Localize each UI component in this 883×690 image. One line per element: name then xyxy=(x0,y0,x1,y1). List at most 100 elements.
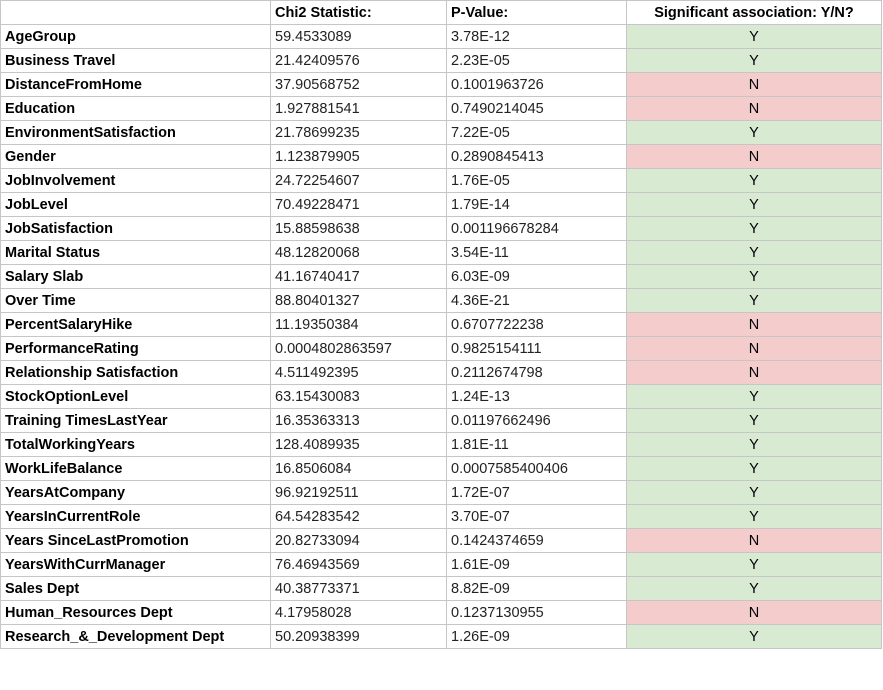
chi2-cell[interactable]: 16.35363313 xyxy=(270,408,447,433)
significant-cell[interactable]: N xyxy=(626,360,882,385)
significant-cell[interactable]: Y xyxy=(626,552,882,577)
chi2-cell[interactable]: 63.15430083 xyxy=(270,384,447,409)
variable-cell[interactable]: Research_&_Development Dept xyxy=(0,624,271,649)
variable-cell[interactable]: EnvironmentSatisfaction xyxy=(0,120,271,145)
variable-cell[interactable]: Years SinceLastPromotion xyxy=(0,528,271,553)
variable-cell[interactable]: PercentSalaryHike xyxy=(0,312,271,337)
pvalue-cell[interactable]: 0.2890845413 xyxy=(446,144,627,169)
pvalue-cell[interactable]: 0.7490214045 xyxy=(446,96,627,121)
pvalue-cell[interactable]: 8.82E-09 xyxy=(446,576,627,601)
variable-cell[interactable]: YearsAtCompany xyxy=(0,480,271,505)
pvalue-cell[interactable]: 2.23E-05 xyxy=(446,48,627,73)
chi2-cell[interactable]: 4.511492395 xyxy=(270,360,447,385)
variable-cell[interactable]: Business Travel xyxy=(0,48,271,73)
variable-cell[interactable]: JobSatisfaction xyxy=(0,216,271,241)
pvalue-cell[interactable]: 0.6707722238 xyxy=(446,312,627,337)
significant-cell[interactable]: Y xyxy=(626,264,882,289)
variable-cell[interactable]: Marital Status xyxy=(0,240,271,265)
significant-cell[interactable]: N xyxy=(626,144,882,169)
chi2-cell[interactable]: 21.78699235 xyxy=(270,120,447,145)
header-cell-chi2[interactable]: Chi2 Statistic: xyxy=(270,0,447,25)
significant-cell[interactable]: N xyxy=(626,96,882,121)
chi2-cell[interactable]: 50.20938399 xyxy=(270,624,447,649)
variable-cell[interactable]: Salary Slab xyxy=(0,264,271,289)
pvalue-cell[interactable]: 3.54E-11 xyxy=(446,240,627,265)
pvalue-cell[interactable]: 1.24E-13 xyxy=(446,384,627,409)
chi2-cell[interactable]: 16.8506084 xyxy=(270,456,447,481)
pvalue-cell[interactable]: 0.0007585400406 xyxy=(446,456,627,481)
variable-cell[interactable]: Relationship Satisfaction xyxy=(0,360,271,385)
pvalue-cell[interactable]: 1.26E-09 xyxy=(446,624,627,649)
significant-cell[interactable]: Y xyxy=(626,576,882,601)
pvalue-cell[interactable]: 0.01197662496 xyxy=(446,408,627,433)
significant-cell[interactable]: N xyxy=(626,312,882,337)
chi2-cell[interactable]: 96.92192511 xyxy=(270,480,447,505)
significant-cell[interactable]: Y xyxy=(626,240,882,265)
significant-cell[interactable]: Y xyxy=(626,432,882,457)
chi2-cell[interactable]: 1.927881541 xyxy=(270,96,447,121)
chi2-cell[interactable]: 20.82733094 xyxy=(270,528,447,553)
pvalue-cell[interactable]: 0.9825154111 xyxy=(446,336,627,361)
variable-cell[interactable]: Human_Resources Dept xyxy=(0,600,271,625)
variable-cell[interactable]: JobInvolvement xyxy=(0,168,271,193)
header-cell-variable[interactable] xyxy=(0,0,271,25)
significant-cell[interactable]: Y xyxy=(626,288,882,313)
pvalue-cell[interactable]: 0.2112674798 xyxy=(446,360,627,385)
chi2-cell[interactable]: 4.17958028 xyxy=(270,600,447,625)
chi2-cell[interactable]: 70.49228471 xyxy=(270,192,447,217)
pvalue-cell[interactable]: 0.1424374659 xyxy=(446,528,627,553)
pvalue-cell[interactable]: 0.001196678284 xyxy=(446,216,627,241)
pvalue-cell[interactable]: 1.76E-05 xyxy=(446,168,627,193)
chi2-cell[interactable]: 88.80401327 xyxy=(270,288,447,313)
significant-cell[interactable]: N xyxy=(626,72,882,97)
variable-cell[interactable]: StockOptionLevel xyxy=(0,384,271,409)
chi2-cell[interactable]: 64.54283542 xyxy=(270,504,447,529)
chi2-cell[interactable]: 40.38773371 xyxy=(270,576,447,601)
pvalue-cell[interactable]: 0.1237130955 xyxy=(446,600,627,625)
chi2-cell[interactable]: 48.12820068 xyxy=(270,240,447,265)
pvalue-cell[interactable]: 1.61E-09 xyxy=(446,552,627,577)
variable-cell[interactable]: Gender xyxy=(0,144,271,169)
significant-cell[interactable]: Y xyxy=(626,456,882,481)
variable-cell[interactable]: YearsInCurrentRole xyxy=(0,504,271,529)
significant-cell[interactable]: Y xyxy=(626,192,882,217)
chi2-cell[interactable]: 11.19350384 xyxy=(270,312,447,337)
significant-cell[interactable]: Y xyxy=(626,168,882,193)
variable-cell[interactable]: Sales Dept xyxy=(0,576,271,601)
pvalue-cell[interactable]: 1.81E-11 xyxy=(446,432,627,457)
significant-cell[interactable]: Y xyxy=(626,384,882,409)
significant-cell[interactable]: Y xyxy=(626,24,882,49)
variable-cell[interactable]: Over Time xyxy=(0,288,271,313)
chi2-cell[interactable]: 59.4533089 xyxy=(270,24,447,49)
significant-cell[interactable]: N xyxy=(626,600,882,625)
pvalue-cell[interactable]: 3.78E-12 xyxy=(446,24,627,49)
pvalue-cell[interactable]: 0.1001963726 xyxy=(446,72,627,97)
significant-cell[interactable]: Y xyxy=(626,216,882,241)
variable-cell[interactable]: PerformanceRating xyxy=(0,336,271,361)
variable-cell[interactable]: DistanceFromHome xyxy=(0,72,271,97)
variable-cell[interactable]: AgeGroup xyxy=(0,24,271,49)
pvalue-cell[interactable]: 6.03E-09 xyxy=(446,264,627,289)
variable-cell[interactable]: Education xyxy=(0,96,271,121)
significant-cell[interactable]: Y xyxy=(626,480,882,505)
pvalue-cell[interactable]: 7.22E-05 xyxy=(446,120,627,145)
pvalue-cell[interactable]: 1.72E-07 xyxy=(446,480,627,505)
variable-cell[interactable]: TotalWorkingYears xyxy=(0,432,271,457)
variable-cell[interactable]: WorkLifeBalance xyxy=(0,456,271,481)
chi2-cell[interactable]: 37.90568752 xyxy=(270,72,447,97)
variable-cell[interactable]: YearsWithCurrManager xyxy=(0,552,271,577)
significant-cell[interactable]: N xyxy=(626,336,882,361)
significant-cell[interactable]: N xyxy=(626,528,882,553)
significant-cell[interactable]: Y xyxy=(626,624,882,649)
chi2-cell[interactable]: 76.46943569 xyxy=(270,552,447,577)
significant-cell[interactable]: Y xyxy=(626,408,882,433)
header-cell-significant[interactable]: Significant association: Y/N? xyxy=(626,0,882,25)
variable-cell[interactable]: JobLevel xyxy=(0,192,271,217)
significant-cell[interactable]: Y xyxy=(626,120,882,145)
variable-cell[interactable]: Training TimesLastYear xyxy=(0,408,271,433)
chi2-cell[interactable]: 0.0004802863597 xyxy=(270,336,447,361)
chi2-cell[interactable]: 1.123879905 xyxy=(270,144,447,169)
pvalue-cell[interactable]: 4.36E-21 xyxy=(446,288,627,313)
pvalue-cell[interactable]: 3.70E-07 xyxy=(446,504,627,529)
chi2-cell[interactable]: 24.72254607 xyxy=(270,168,447,193)
